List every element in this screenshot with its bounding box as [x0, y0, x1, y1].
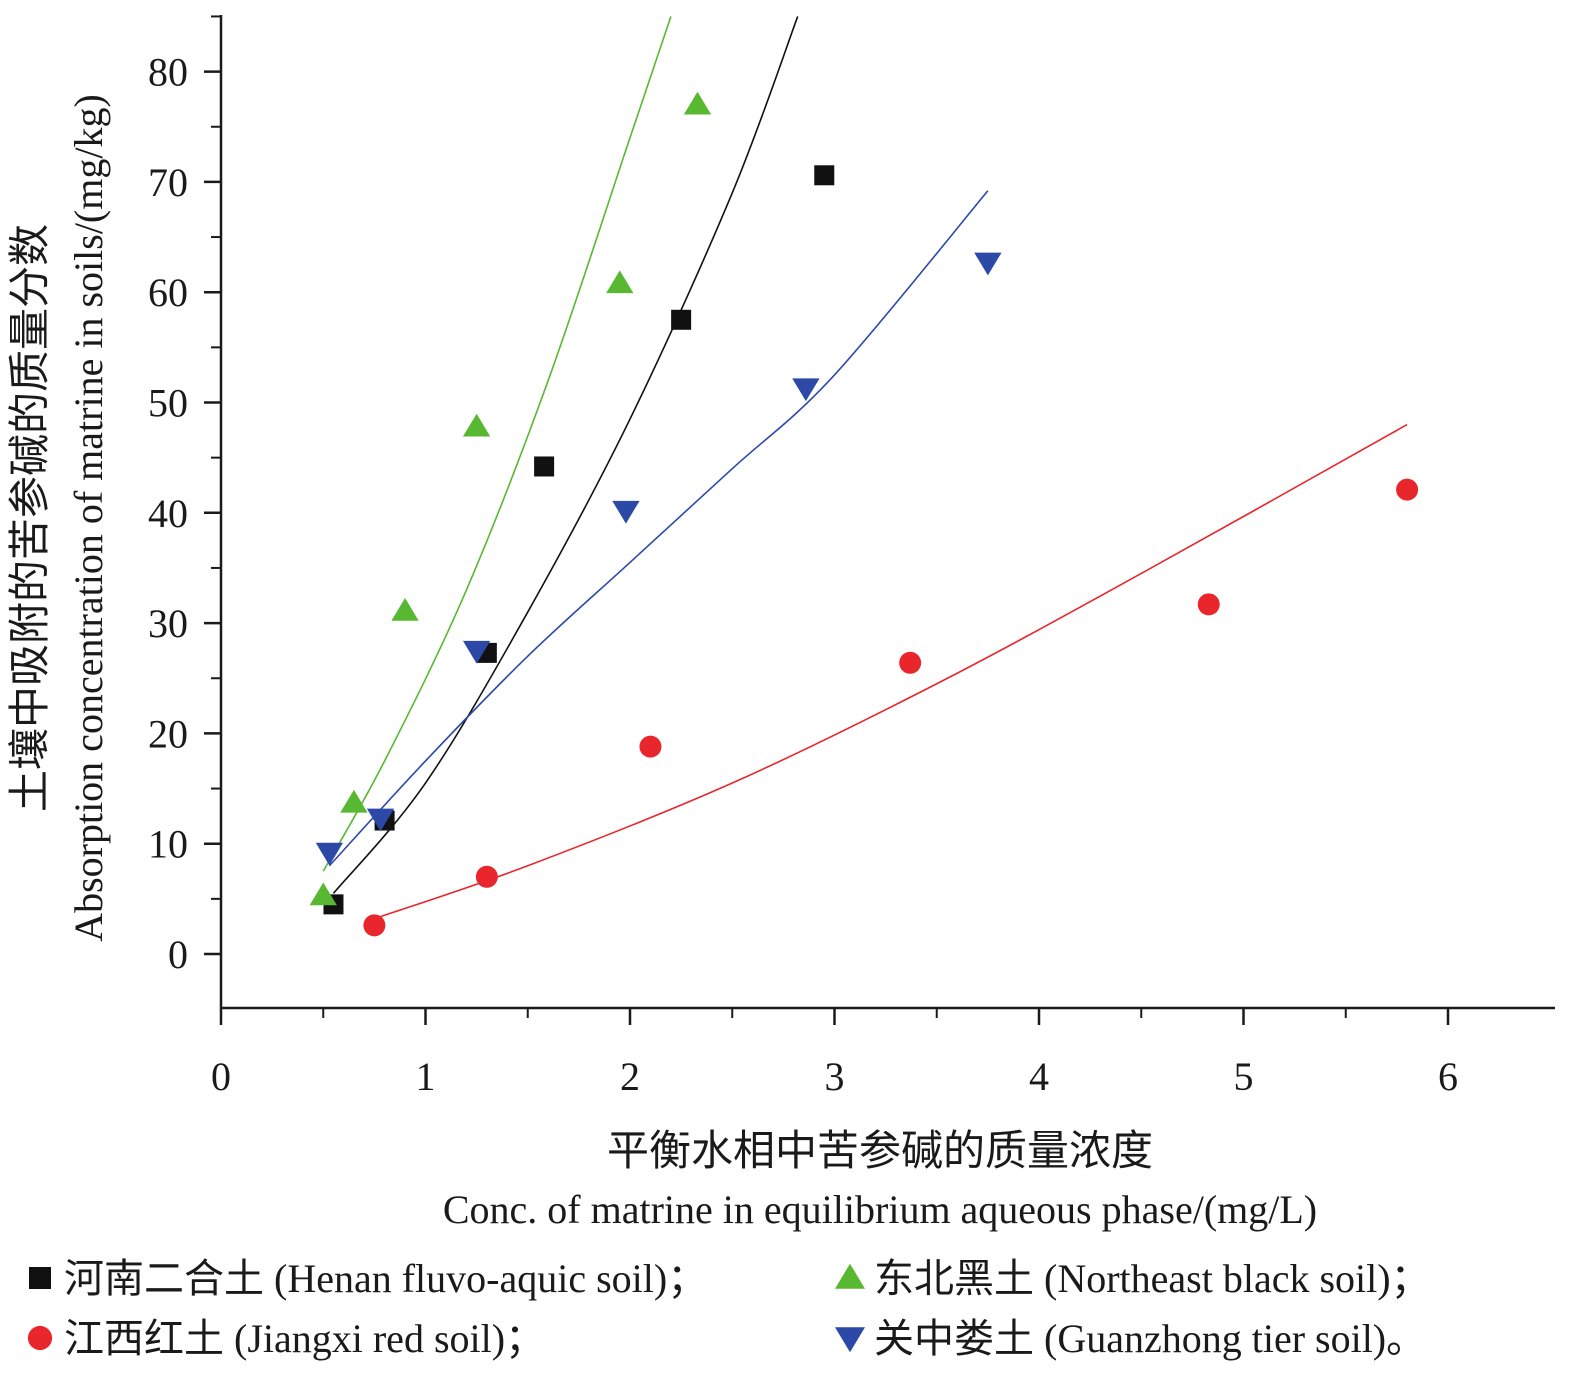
fit-curve-0 — [332, 16, 799, 894]
data-point-s1-0 — [309, 882, 337, 906]
data-point-s3-5 — [974, 252, 1002, 276]
data-point-s1-4 — [606, 270, 634, 294]
data-point-s3-4 — [792, 378, 820, 402]
legend-label-3: 关中娄土 (Guanzhong tier soil)。 — [874, 1316, 1426, 1361]
data-point-s1-3 — [462, 413, 491, 437]
legend-marker-2 — [27, 1325, 53, 1351]
fit-lines — [322, 16, 1408, 920]
fit-curve-2 — [374, 423, 1408, 920]
x-tick-label-2: 2 — [620, 1054, 640, 1099]
markers — [309, 91, 1419, 937]
data-point-s1-1 — [340, 789, 368, 813]
y-axis-title-zh: 土壤中吸附的苦参碱的质量分数 — [7, 224, 54, 812]
y-tick-label-8: 80 — [148, 50, 188, 95]
x-axis-title-en: Conc. of matrine in equilibrium aqueous … — [443, 1187, 1317, 1232]
legend-label-2: 江西红土 (Jiangxi red soil)； — [64, 1316, 545, 1361]
legend-marker-3 — [834, 1327, 866, 1353]
legend-label-0: 河南二合土 (Henan fluvo-aquic soil)； — [64, 1256, 707, 1301]
axes — [219, 15, 1555, 1010]
data-point-s2-1 — [475, 865, 498, 888]
data-point-s2-5 — [1396, 478, 1419, 501]
x-tick-label-5: 5 — [1234, 1054, 1254, 1099]
y-tick-label-5: 50 — [148, 381, 188, 426]
y-tick-label-4: 40 — [148, 491, 188, 536]
fit-curve-1 — [322, 16, 672, 872]
data-point-s1-5 — [683, 91, 712, 115]
x-tick-label-3: 3 — [825, 1054, 845, 1099]
data-point-s2-3 — [899, 651, 922, 674]
y-tick-label-7: 70 — [148, 160, 188, 205]
x-tick-label-0: 0 — [211, 1054, 231, 1099]
legend-marker-1 — [834, 1263, 866, 1289]
legend-label-1: 东北黑土 (Northeast black soil)； — [874, 1256, 1431, 1301]
x-ticks: 0 1 2 3 4 5 6 — [211, 1008, 1458, 1099]
data-point-s0-3 — [534, 456, 555, 477]
data-point-s1-2 — [391, 597, 419, 621]
y-tick-label-3: 30 — [148, 601, 188, 646]
data-point-s3-0 — [315, 842, 344, 866]
data-point-s3-3 — [612, 500, 640, 524]
y-axis-title-en: Absorption concentration of matrine in s… — [66, 94, 111, 942]
legend-marker-0 — [29, 1267, 51, 1289]
y-tick-label-6: 60 — [148, 270, 188, 315]
legend: 河南二合土 (Henan fluvo-aquic soil)； 东北黑土 (Nor… — [27, 1256, 1431, 1361]
data-point-s0-4 — [671, 309, 692, 330]
y-tick-label-2: 20 — [148, 711, 188, 756]
x-axis-title-zh: 平衡水相中苦参碱的质量浓度 — [607, 1128, 1153, 1175]
data-point-s2-4 — [1197, 593, 1220, 616]
x-tick-label-4: 4 — [1029, 1054, 1049, 1099]
fit-curve-3 — [328, 190, 989, 867]
y-tick-label-0: 0 — [168, 932, 188, 977]
x-tick-label-6: 6 — [1438, 1054, 1458, 1099]
y-ticks: 0 10 20 30 40 50 60 70 80 — [148, 15, 221, 977]
x-tick-label-1: 1 — [416, 1054, 436, 1099]
data-point-s3-1 — [366, 808, 395, 832]
data-point-s0-5 — [814, 165, 835, 186]
data-point-s2-2 — [639, 735, 662, 758]
data-point-s3-2 — [462, 640, 491, 664]
y-tick-label-1: 10 — [148, 822, 188, 867]
data-point-s2-0 — [363, 914, 386, 937]
